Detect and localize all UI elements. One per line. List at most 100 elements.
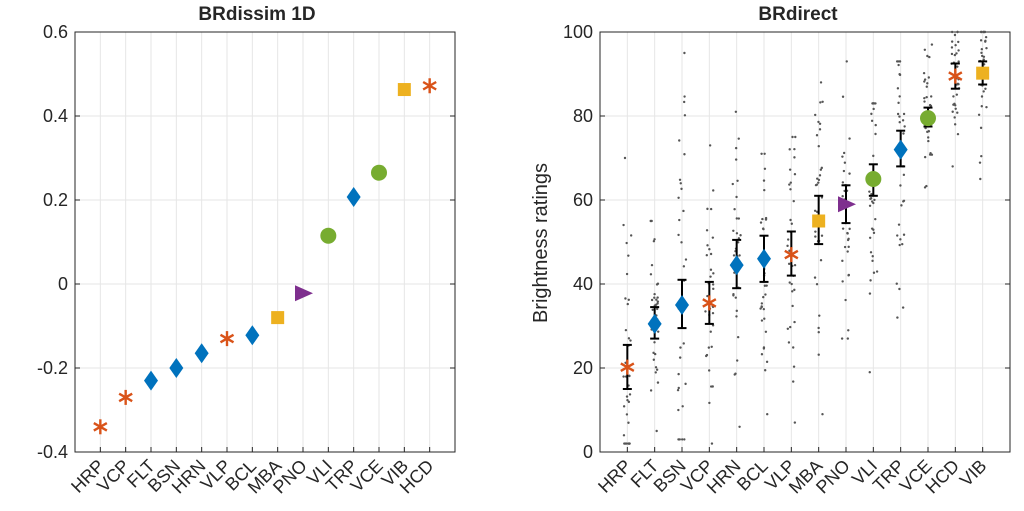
- right-rating-dot-flt: [650, 263, 654, 267]
- right-rating-dot-flt: [653, 296, 656, 299]
- right-rating-dot-bsn: [678, 356, 682, 359]
- right-rating-dot-pno: [846, 231, 849, 235]
- right-rating-dot-bsn: [680, 187, 683, 191]
- right-mean-bcl: [757, 248, 771, 269]
- right-rating-dot-mba: [817, 331, 820, 334]
- right-rating-dot-bsn: [679, 346, 682, 349]
- left-chart: BRdissim 1D -0.4-0.200.20.40.6HRPVCPFLTB…: [37, 4, 456, 497]
- right-rating-dot-bsn: [677, 233, 680, 237]
- right-rating-dot-vlp: [793, 421, 797, 424]
- right-rating-dot-vlp: [789, 181, 792, 184]
- right-rating-dot-hcd: [957, 40, 960, 44]
- right-rating-dot-bsn: [680, 438, 684, 441]
- right-rating-dot-vli: [872, 271, 876, 274]
- right-rating-dot-bcl: [759, 221, 763, 224]
- right-rating-dot-vcp: [707, 346, 711, 349]
- right-rating-dot-mba: [818, 122, 822, 125]
- right-rating-dot-flt: [650, 298, 654, 302]
- right-rating-dot-bsn: [680, 241, 683, 244]
- right-rating-dot-bsn: [677, 408, 680, 412]
- right-rating-dot-trp: [900, 204, 903, 207]
- right-rating-dot-trp: [896, 87, 900, 90]
- right-rating-dot-vib: [985, 105, 988, 109]
- right-rating-dot-bcl: [763, 284, 767, 287]
- right-rating-dot-pno: [841, 195, 844, 198]
- right-mean-vce: [920, 110, 936, 127]
- right-rating-dot-vce: [926, 82, 929, 85]
- right-rating-dot-bsn: [683, 51, 686, 55]
- right-rating-dot-trp: [902, 200, 905, 203]
- right-rating-dot-vce: [928, 55, 931, 59]
- right-rating-dot-trp: [901, 119, 905, 122]
- right-rating-dot-hrn: [732, 229, 735, 232]
- right-rating-dot-mba: [817, 144, 820, 148]
- right-rating-dot-hrp: [625, 413, 629, 416]
- right-rating-dot-trp: [898, 115, 901, 118]
- right-rating-dot-hcd: [951, 165, 954, 168]
- right-rating-dot-trp: [898, 243, 901, 247]
- right-rating-dot-mba: [817, 353, 820, 356]
- right-rating-dot-hrp: [628, 393, 632, 396]
- left-ytick-label: 0.4: [43, 106, 68, 126]
- left-point-vce: [371, 164, 387, 181]
- right-rating-dot-vib: [984, 40, 987, 43]
- right-rating-dot-trp: [898, 73, 902, 77]
- right-rating-dot-bsn: [676, 388, 680, 392]
- left-ytick-label: 0.6: [43, 22, 68, 42]
- right-rating-dot-vli: [868, 371, 871, 374]
- right-rating-dot-vlp: [792, 380, 795, 383]
- right-rating-dot-vcp: [709, 252, 713, 256]
- right-rating-dot-vce: [928, 153, 932, 156]
- right-rating-dot-vli: [874, 217, 877, 221]
- right-rating-dot-trp: [896, 316, 899, 319]
- right-mean-hrp: [620, 359, 635, 375]
- right-rating-dot-vib: [985, 46, 988, 50]
- right-rating-dot-trp: [902, 112, 906, 116]
- right-chart-ylabel: Brightness ratings: [530, 163, 552, 323]
- right-rating-dot-mba: [813, 209, 817, 213]
- right-rating-dot-hcd: [950, 40, 954, 43]
- right-rating-dot-vlp: [790, 222, 793, 225]
- right-rating-dot-mba: [814, 235, 817, 238]
- right-rating-dot-vli: [869, 197, 872, 201]
- right-rating-dot-vlp: [791, 135, 794, 139]
- right-rating-dot-bsn: [682, 209, 685, 213]
- right-rating-dot-bsn: [683, 153, 686, 156]
- right-rating-dot-vli: [871, 255, 874, 258]
- right-rating-dot-trp: [895, 282, 898, 285]
- left-point-vcp-stroke: [118, 392, 133, 403]
- right-rating-dot-vli: [868, 236, 872, 239]
- right-rating-dot-flt: [650, 219, 653, 223]
- right-rating-dot-mba: [817, 120, 820, 124]
- right-rating-dot-vli: [874, 123, 877, 127]
- right-rating-dot-vce: [922, 71, 926, 75]
- right-rating-dot-hcd: [956, 65, 959, 68]
- right-rating-dot-hcd: [953, 116, 956, 119]
- right-rating-dot-vcp: [705, 229, 709, 232]
- right-rating-dot-vli: [873, 198, 876, 202]
- right-rating-dot-bcl: [763, 167, 767, 170]
- right-rating-dot-vlp: [786, 238, 790, 241]
- right-rating-dot-vib: [979, 177, 982, 181]
- right-rating-dot-flt: [653, 292, 656, 296]
- right-rating-dot-trp: [899, 184, 902, 187]
- right-rating-dot-pno: [841, 227, 845, 230]
- left-point-bsn: [169, 358, 184, 378]
- right-rating-dot-bcl: [764, 216, 768, 220]
- right-rating-dot-vce: [923, 78, 927, 81]
- right-rating-dot-bcl: [762, 347, 766, 350]
- right-rating-dot-hcd: [950, 30, 954, 34]
- right-rating-dot-hrp: [625, 395, 629, 398]
- right-rating-dot-vli: [868, 204, 872, 208]
- right-rating-dot-vlp: [793, 172, 797, 176]
- right-rating-dot-mba: [815, 183, 819, 186]
- right-rating-dot-hrp: [628, 442, 631, 445]
- right-rating-dot-bcl: [763, 188, 766, 192]
- right-rating-dot-vli: [872, 154, 875, 158]
- left-ytick-label: -0.2: [37, 358, 68, 378]
- right-rating-dot-hrp: [623, 156, 627, 160]
- right-rating-dot-mba: [821, 100, 824, 103]
- right-rating-dot-vlp: [793, 147, 796, 151]
- right-rating-dot-pno: [847, 329, 850, 332]
- right-rating-dot-vce: [929, 104, 933, 108]
